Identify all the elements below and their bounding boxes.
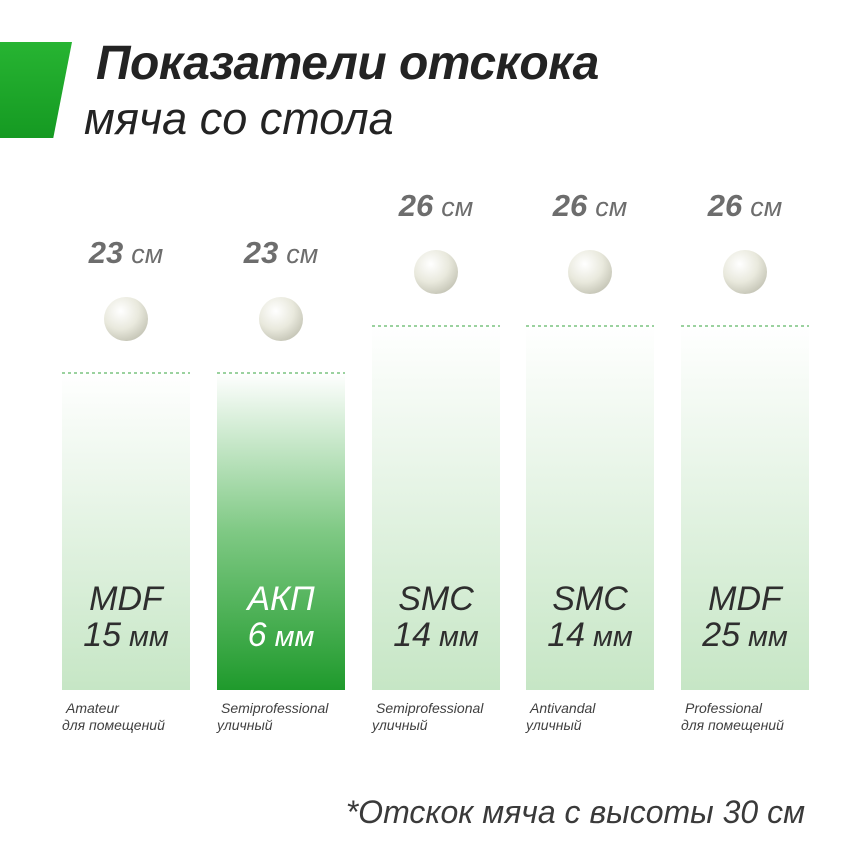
bar-value-label: 26 см — [707, 188, 783, 223]
bar-class-label: Amateur — [66, 700, 119, 716]
bar-3 — [372, 326, 500, 690]
footnote: *Отскок мяча с высоты 30 см — [345, 794, 805, 830]
bar-class-label: Antivandal — [530, 700, 596, 716]
bar-caption: Semiprofessional уличный — [217, 700, 357, 734]
bar-material-label: SMC — [552, 580, 628, 618]
ball-icon — [414, 250, 458, 294]
bar-thickness-label: 14 мм — [547, 616, 633, 654]
bar-thickness-label: 25 мм — [701, 616, 788, 654]
bar-thickness-label: 6 мм — [248, 616, 315, 654]
bar-caption: Antivandal уличный — [526, 700, 666, 734]
bar-class-label: Professional — [685, 700, 763, 716]
bar-material-label: SMC — [398, 580, 474, 618]
bar-material-label: MDF — [89, 580, 165, 618]
bar-value-label: 26 см — [398, 188, 474, 223]
bar-2 — [217, 373, 345, 690]
bar-class-label: Semiprofessional — [376, 700, 484, 716]
bar-caption: Semiprofessional уличный — [372, 700, 512, 734]
bar-caption: Professional для помещений — [681, 700, 821, 734]
bar-caption: Amateur для помещений — [62, 700, 202, 734]
bar-usage-label: для помещений — [62, 717, 165, 733]
bar-thickness-label: 15 мм — [83, 616, 169, 654]
bar-value-label: 23 см — [243, 235, 319, 270]
bar-usage-label: для помещений — [681, 717, 784, 733]
ball-icon — [568, 250, 612, 294]
bar-value-label: 23 см — [88, 235, 164, 270]
bar-material-label: MDF — [708, 580, 784, 618]
ball-icon — [259, 297, 303, 341]
ball-icon — [723, 250, 767, 294]
bar-material-label: АКП — [245, 580, 315, 618]
ball-icon — [104, 297, 148, 341]
bar-5 — [681, 326, 809, 690]
bar-4 — [526, 326, 654, 690]
bar-usage-label: уличный — [526, 717, 582, 733]
page-subtitle: мяча со стола — [84, 93, 394, 144]
bar-class-label: Semiprofessional — [221, 700, 329, 716]
bar-usage-label: уличный — [372, 717, 428, 733]
page-title: Показатели отскока — [96, 37, 599, 90]
bar-value-label: 26 см — [552, 188, 628, 223]
bar-thickness-label: 14 мм — [393, 616, 479, 654]
bar-usage-label: уличный — [217, 717, 273, 733]
bar-1 — [62, 373, 190, 690]
